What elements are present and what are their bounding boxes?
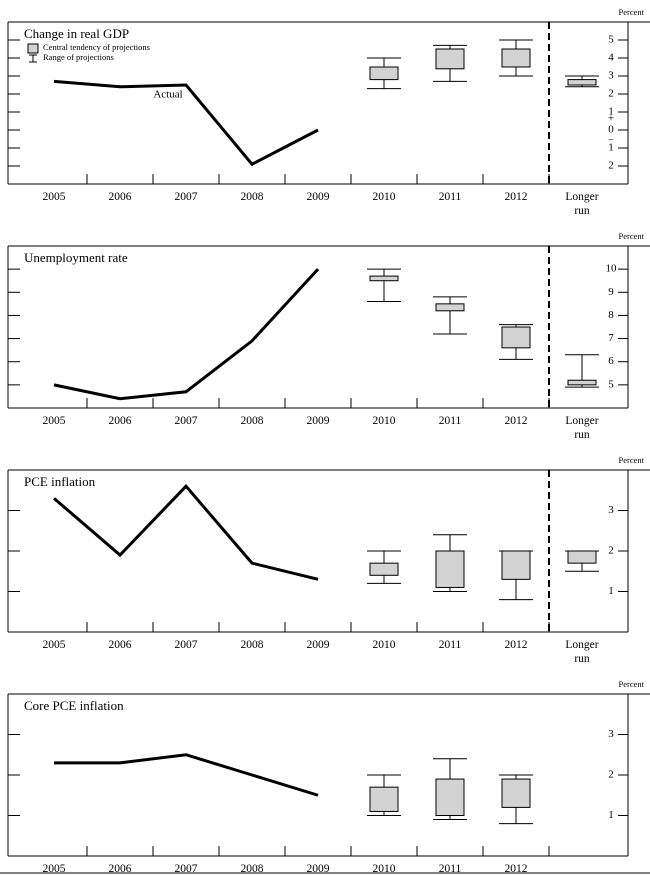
central-tendency-box <box>567 379 597 386</box>
x-tick-label: 2007 <box>175 639 198 651</box>
y-tick-label: 3 <box>608 70 614 82</box>
actual-line <box>54 753 319 797</box>
x-tick-label: 2005 <box>43 191 66 203</box>
actual-line <box>53 79 319 167</box>
x-tick-label: 2005 <box>43 863 66 875</box>
y-tick-label: 1 <box>608 809 614 821</box>
x-tick-label: 2007 <box>175 415 198 427</box>
legend-label: Central tendency of projections <box>43 42 150 52</box>
x-tick-label: 2009 <box>307 863 330 875</box>
x-tick-label: 2008 <box>241 863 264 875</box>
x-tick-label: 2008 <box>241 191 264 203</box>
x-tick-label: 2005 <box>43 639 66 651</box>
central-tendency-box <box>435 550 465 588</box>
actual-line <box>53 268 320 401</box>
y-tick-label: 1 <box>608 142 614 154</box>
panel-title: PCE inflation <box>24 474 96 489</box>
y-tick-label: 10 <box>606 263 618 275</box>
x-tick-label: 2012 <box>505 639 528 651</box>
y-tick-label: 2 <box>608 160 614 172</box>
y-tick-label: 1 <box>608 585 614 597</box>
y-tick-label: 0 <box>608 124 614 136</box>
central-tendency-box <box>501 550 531 580</box>
y-tick-label: 3 <box>608 728 614 740</box>
x-tick-label: 2009 <box>307 639 330 651</box>
x-tick-label: 2012 <box>505 191 528 203</box>
central-tendency-box <box>369 275 399 282</box>
y-tick-label: 2 <box>608 769 614 781</box>
central-tendency-box <box>501 778 531 808</box>
x-tick-label: Longer run <box>565 415 598 441</box>
x-tick-label: 2006 <box>109 639 132 651</box>
x-tick-label: 2009 <box>307 415 330 427</box>
x-tick-label: 2011 <box>439 191 462 203</box>
y-tick-label: 5 <box>608 34 614 46</box>
x-tick-label: Longer run <box>565 639 598 665</box>
central-tendency-box <box>501 326 531 349</box>
actual-line <box>53 483 319 581</box>
legend-label: Range of projections <box>43 52 114 62</box>
zero-sign: + <box>608 113 614 125</box>
y-unit: Percent <box>619 455 645 465</box>
x-tick-label: 2006 <box>109 415 132 427</box>
y-unit: Percent <box>619 679 645 689</box>
x-tick-label: 2012 <box>505 415 528 427</box>
x-tick-label: 2008 <box>241 415 264 427</box>
y-tick-label: 7 <box>608 332 614 344</box>
y-tick-label: 2 <box>608 545 614 557</box>
x-tick-label: 2005 <box>43 415 66 427</box>
x-tick-label: 2008 <box>241 639 264 651</box>
x-tick-label: 2006 <box>109 863 132 875</box>
x-tick-label: 2007 <box>175 863 198 875</box>
x-tick-label: Longer run <box>565 191 598 217</box>
y-unit: Percent <box>619 7 645 17</box>
panel-title: Core PCE inflation <box>24 698 124 713</box>
panel-title: Change in real GDP <box>24 26 129 41</box>
central-tendency-box <box>369 66 399 81</box>
x-tick-label: 2010 <box>373 415 396 427</box>
x-tick-label: 2010 <box>373 191 396 203</box>
actual-label: Actual <box>153 89 182 101</box>
x-tick-label: 2010 <box>373 639 396 651</box>
y-tick-label: 9 <box>608 286 614 298</box>
central-tendency-box <box>435 778 465 816</box>
y-tick-label: 4 <box>608 52 614 64</box>
x-tick-label: 2010 <box>373 863 396 875</box>
y-tick-label: 3 <box>608 504 614 516</box>
x-tick-label: 2012 <box>505 863 528 875</box>
y-unit: Percent <box>619 231 645 241</box>
x-tick-label: 2011 <box>439 415 462 427</box>
y-tick-label: 5 <box>608 378 614 390</box>
central-tendency-box <box>567 79 597 86</box>
y-tick-label: 2 <box>608 88 614 100</box>
x-tick-label: 2006 <box>109 191 132 203</box>
x-tick-label: 2009 <box>307 191 330 203</box>
central-tendency-box <box>501 48 531 68</box>
zero-sign: − <box>608 135 614 147</box>
central-tendency-box <box>435 48 465 70</box>
legend-swatch <box>27 43 39 54</box>
central-tendency-box <box>369 786 399 812</box>
y-tick-label: 1 <box>608 106 614 118</box>
y-tick-label: 8 <box>608 309 614 321</box>
panel-title: Unemployment rate <box>24 250 128 265</box>
central-tendency-box <box>369 562 399 576</box>
y-tick-label: 6 <box>608 355 614 367</box>
x-tick-label: 2011 <box>439 863 462 875</box>
central-tendency-box <box>567 550 597 564</box>
x-tick-label: 2007 <box>175 191 198 203</box>
x-tick-label: 2011 <box>439 639 462 651</box>
central-tendency-box <box>435 303 465 312</box>
